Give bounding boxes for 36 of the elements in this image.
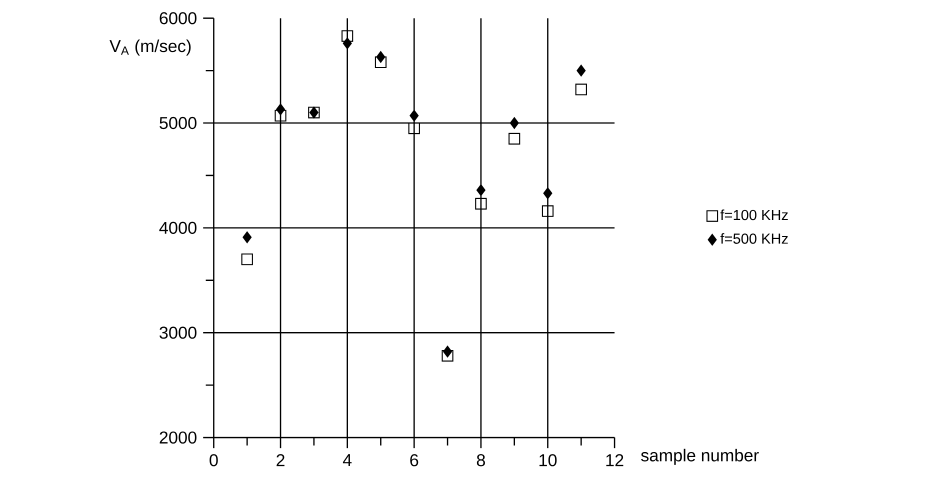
point <box>242 231 252 244</box>
point <box>342 30 354 42</box>
point <box>542 205 554 217</box>
x-axis-title: sample number <box>641 448 759 465</box>
point <box>543 187 552 200</box>
y-tick-label: 6000 <box>160 12 196 24</box>
x-tick-label: 6 <box>410 454 418 466</box>
x-tick-label: 4 <box>342 454 352 466</box>
point <box>276 104 286 116</box>
x-tick-label: 10 <box>539 454 557 466</box>
y-tick-label: 3000 <box>160 326 196 339</box>
point <box>575 84 587 96</box>
point <box>241 253 253 266</box>
point <box>576 64 586 76</box>
y-tick-label: 5000 <box>160 116 196 130</box>
x-tick-label: 12 <box>606 454 624 466</box>
point <box>374 56 387 68</box>
x-tick-label: 0 <box>210 454 218 466</box>
point <box>342 37 352 50</box>
point <box>376 51 386 63</box>
y-axis-title: V$_{A}$ (m/sec) <box>110 39 191 56</box>
point <box>410 110 419 122</box>
y-tick-label: 4000 <box>159 222 196 234</box>
legend-label: f=500 KHz <box>720 233 788 244</box>
point <box>443 346 452 358</box>
point <box>408 122 420 134</box>
legend-label: f=100 KHz <box>720 209 788 220</box>
x-tick-label: 2 <box>276 454 284 466</box>
point <box>475 198 487 210</box>
point <box>476 184 486 196</box>
point <box>508 132 520 145</box>
point <box>274 110 286 122</box>
x-tick-label: 8 <box>476 454 485 466</box>
point <box>510 117 519 129</box>
point <box>442 350 454 362</box>
y-tick-label: 2000 <box>160 431 196 444</box>
